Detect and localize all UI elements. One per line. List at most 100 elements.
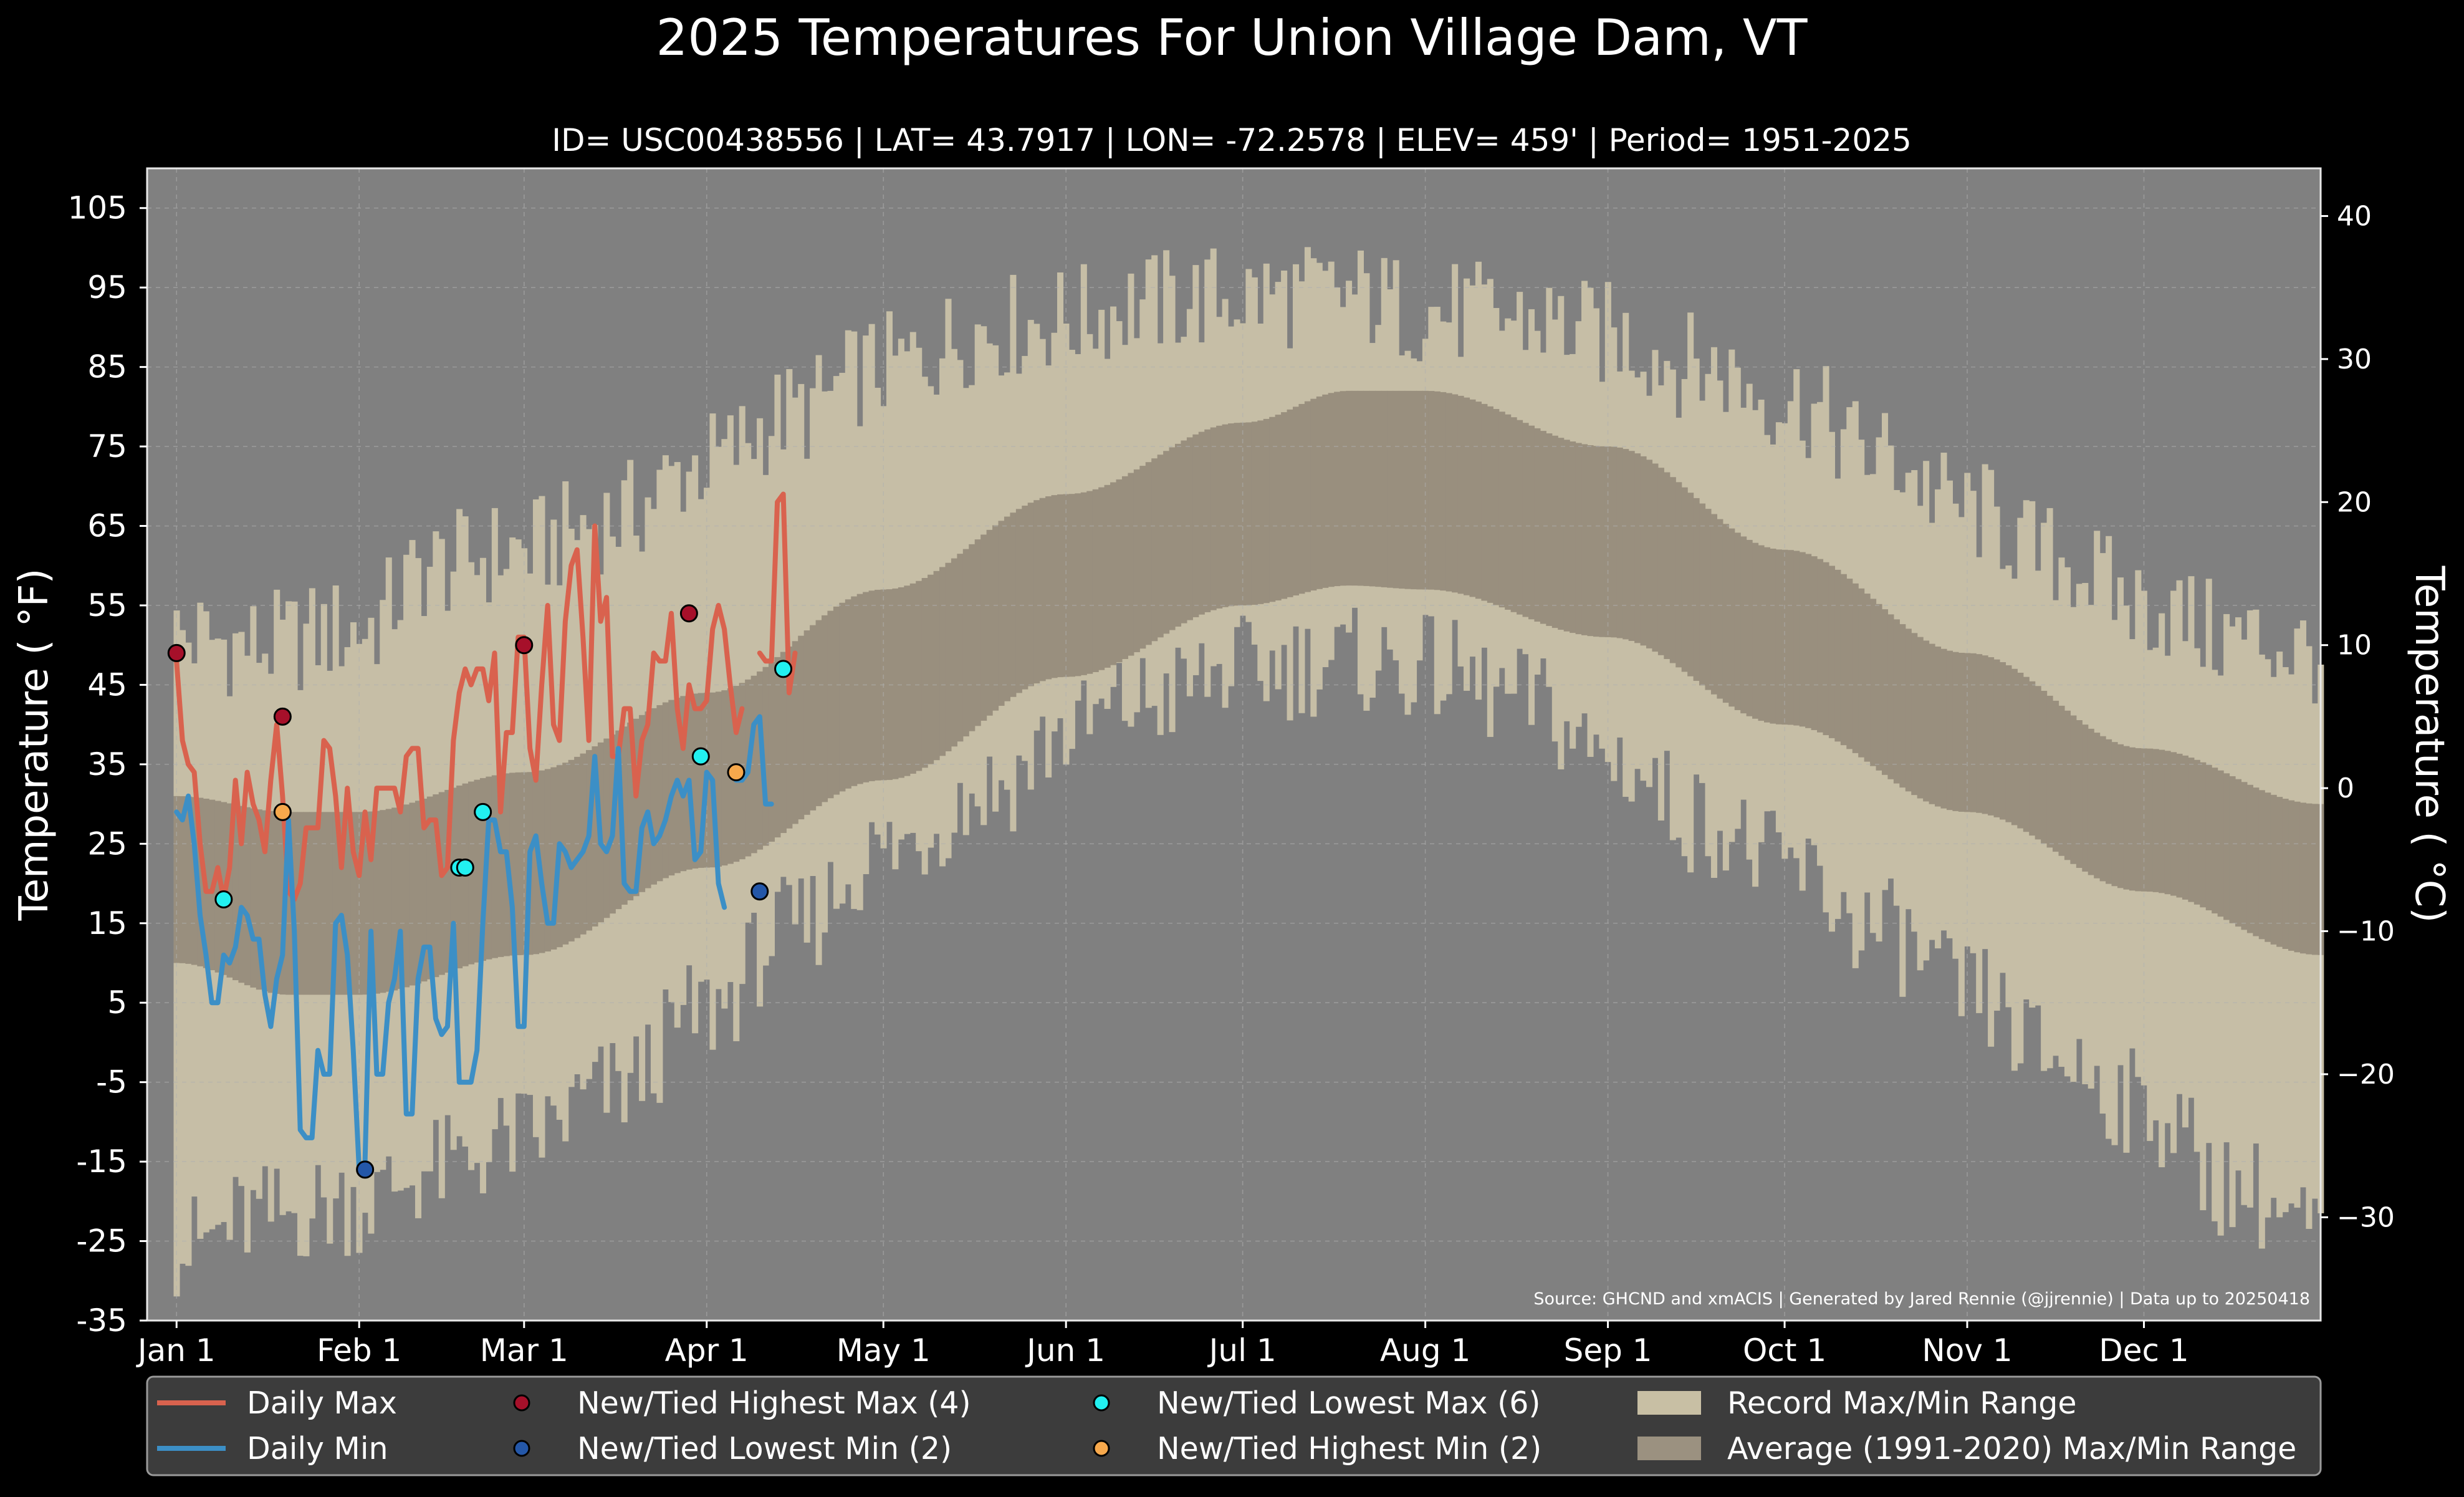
average-range-bar xyxy=(403,804,410,988)
average-range-bar xyxy=(2111,742,2118,887)
average-range-bar xyxy=(1175,443,1182,627)
legend-label: New/Tied Highest Max (4) xyxy=(577,1385,971,1421)
record-range-bar xyxy=(2212,670,2218,1221)
average-range-bar xyxy=(1133,469,1140,653)
y2-tick-label: 20 xyxy=(2337,486,2372,518)
average-range-bar xyxy=(833,606,840,795)
average-range-bar xyxy=(1599,446,1606,637)
y-tick-label: 15 xyxy=(87,905,127,941)
average-range-bar xyxy=(1287,409,1293,597)
average-range-bar xyxy=(344,812,351,995)
y2-axis-label: Temperature ( °C) xyxy=(2406,566,2452,923)
average-range-bar xyxy=(327,812,333,995)
average-range-bar xyxy=(1958,653,1965,812)
average-range-bar xyxy=(856,594,863,784)
average-range-bar xyxy=(2223,773,2230,920)
average-range-bar xyxy=(267,811,274,993)
average-range-bar xyxy=(815,620,822,806)
average-range-bar xyxy=(715,691,722,867)
record-marker xyxy=(214,890,233,909)
average-range-bar xyxy=(639,715,646,892)
plot-area: Source: GHCND and xmACIS | Generated by … xyxy=(146,167,2324,1322)
average-range-bar xyxy=(191,797,198,965)
average-range-bar xyxy=(250,808,257,988)
average-range-bar xyxy=(969,544,976,731)
average-range-bar xyxy=(1693,498,1700,681)
average-range-bar xyxy=(1988,657,1995,816)
average-range-bar xyxy=(1039,498,1046,681)
average-range-bar xyxy=(1746,539,1753,716)
y-tick-label: -15 xyxy=(76,1143,127,1180)
average-range-bar xyxy=(1558,438,1565,630)
average-range-bar xyxy=(568,759,575,941)
average-range-bar xyxy=(450,787,457,971)
average-range-bar xyxy=(1075,493,1081,676)
record-range-bar xyxy=(2258,654,2265,1249)
average-range-bar xyxy=(2241,782,2248,930)
record-marker xyxy=(750,882,769,901)
average-range-bar xyxy=(1887,614,1894,779)
average-range-bar xyxy=(1216,425,1223,609)
average-range-bar xyxy=(1275,415,1282,600)
average-range-bar xyxy=(1823,562,1829,736)
average-range-bar xyxy=(1593,446,1599,637)
y-tick-label: 35 xyxy=(87,746,127,782)
average-range-bar xyxy=(1245,422,1252,605)
y-tick-label: 95 xyxy=(87,269,127,306)
average-range-bar xyxy=(1340,391,1346,586)
average-range-bar xyxy=(933,570,940,761)
average-range-bar xyxy=(1646,460,1653,648)
average-range-bar xyxy=(521,772,528,955)
average-range-bar xyxy=(1316,396,1323,589)
average-range-bar xyxy=(1357,390,1364,586)
average-range-bar xyxy=(2053,700,2059,852)
average-range-bar xyxy=(2088,728,2094,875)
average-range-bar xyxy=(438,792,445,975)
average-range-bar xyxy=(1293,407,1300,596)
average-range-bar xyxy=(868,590,875,781)
average-range-bar xyxy=(1210,427,1217,610)
x-tick-label: Nov 1 xyxy=(1922,1332,2012,1369)
average-range-bar xyxy=(921,578,928,768)
average-range-bar xyxy=(1334,392,1341,587)
average-range-bar xyxy=(1445,393,1452,592)
average-range-bar xyxy=(1705,509,1712,690)
average-range-bar xyxy=(1657,468,1664,655)
record-range-bar xyxy=(2200,667,2207,1211)
average-range-bar xyxy=(1493,408,1500,605)
average-range-bar xyxy=(2152,749,2159,892)
y-tick-label: 5 xyxy=(107,984,127,1021)
average-range-bar xyxy=(1699,503,1706,686)
average-range-bar xyxy=(1098,487,1105,670)
average-range-bar xyxy=(1581,444,1588,635)
average-range-bar xyxy=(2011,668,2018,826)
average-range-bar xyxy=(1464,397,1470,595)
average-range-bar xyxy=(1858,588,1865,758)
average-range-bar xyxy=(1080,492,1087,675)
average-range-bar xyxy=(1628,451,1635,641)
average-range-bar xyxy=(1799,552,1806,727)
average-range-bar xyxy=(479,777,486,961)
average-range-bar xyxy=(1840,574,1847,746)
average-range-bar xyxy=(774,657,781,838)
average-range-bar xyxy=(1381,390,1388,587)
average-range-bar xyxy=(2123,746,2130,890)
average-range-bar xyxy=(197,797,204,966)
average-range-bar xyxy=(1452,394,1459,593)
average-range-bar xyxy=(904,585,911,776)
average-range-bar xyxy=(303,812,310,995)
average-range-bar xyxy=(1469,399,1476,597)
y-tick-label: 55 xyxy=(87,587,127,623)
average-range-bar xyxy=(2258,790,2265,940)
average-range-bar xyxy=(580,753,587,935)
average-range-bar xyxy=(1546,433,1553,626)
source-note: Source: GHCND and xmACIS | Generated by … xyxy=(1533,1289,2310,1309)
average-range-bar xyxy=(1063,494,1070,677)
average-range-bar xyxy=(863,592,870,782)
average-range-bar xyxy=(1239,422,1246,605)
average-range-bar xyxy=(1787,550,1794,725)
average-range-bar xyxy=(1946,650,1953,811)
legend-label: Daily Max xyxy=(247,1385,397,1421)
average-range-bar xyxy=(2035,686,2041,840)
average-range-bar xyxy=(1611,446,1618,638)
